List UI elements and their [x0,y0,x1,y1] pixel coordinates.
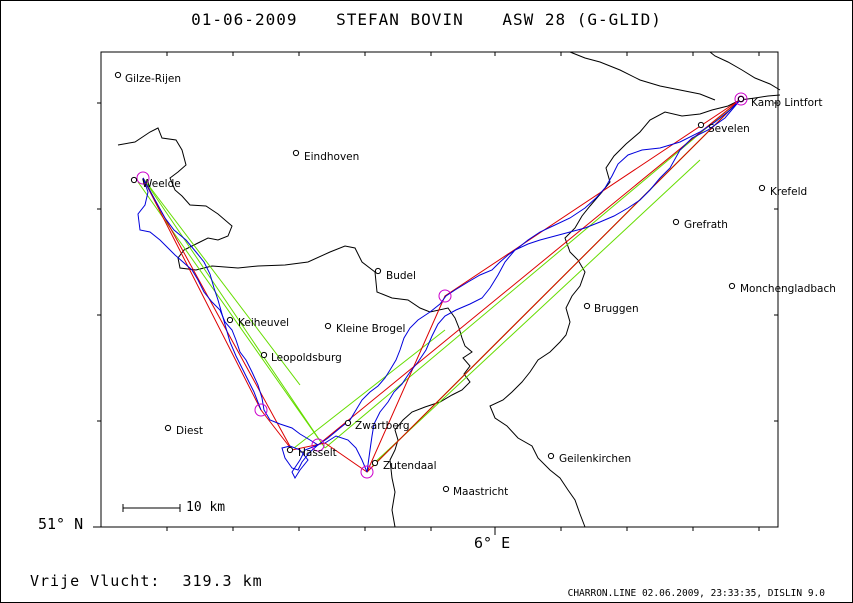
place-label-budel: Budel [386,270,416,282]
place-label-gilze-rijen: Gilze-Rijen [125,73,181,85]
place-dot-gilze-rijen [114,71,122,79]
scale-bar-label: 10 km [186,500,226,515]
place-label-leopoldsburg: Leopoldsburg [271,352,342,364]
place-label-monchengladbach: Monchengladbach [740,283,836,295]
place-label-zutendaal: Zutendaal [383,460,437,472]
place-dot-kamp-lintfort [737,95,745,103]
place-dot-monchengladbach [728,282,736,290]
turnpoint-start [136,171,150,185]
flight-date: 01-06-2009 [191,10,298,29]
place-label-grefrath: Grefrath [684,219,728,231]
place-label-hasselt: Hasselt [298,447,337,459]
place-dot-geilenkirchen [547,452,555,460]
glider-name: ASW 28 (G-GLID) [502,10,662,29]
longitude-label: 6° E [474,534,511,552]
place-dot-maastricht [442,485,450,493]
turnpoint-leopoldsburg-south [254,403,268,417]
place-label-zwartberg: Zwartberg [355,420,410,432]
turnpoints [136,92,748,479]
distance-value: 319.3 km [182,572,263,590]
border-inner-north [569,51,716,101]
map-area [100,51,779,528]
distance-label: Vrije Vlucht: [30,572,161,590]
turnpoint-hasselt [311,438,325,452]
place-label-sevelen: Sevelen [708,123,750,135]
place-label-kleine-brogel: Kleine Brogel [336,323,406,335]
place-label-kamp-lintfort: Kamp Lintfort [751,97,823,109]
place-dot-sevelen [697,121,705,129]
place-label-weelde: Weelde [142,178,181,190]
distance-summary: Vrije Vlucht: 319.3 km [30,572,263,590]
place-dot-zutendaal [371,459,379,467]
task-route [142,98,742,473]
flight-title: 01-06-2009 STEFAN BOVIN ASW 28 (G-GLID) [0,10,853,29]
pilot-name: STEFAN BOVIN [336,10,464,29]
turnpoint-budel-east [438,289,452,303]
place-dot-hasselt [286,446,294,454]
place-dot-keiheuvel [226,316,234,324]
border-nl-be [117,127,473,528]
task-sectors [137,98,742,473]
place-dot-zwartberg [344,419,352,427]
place-label-maastricht: Maastricht [453,486,509,498]
turnpoint-kamp-lintfort [734,92,748,106]
scale-bar [122,504,181,512]
place-label-keiheuvel: Keiheuvel [238,317,290,329]
place-dot-krefeld [758,184,766,192]
place-dot-budel [374,267,382,275]
place-dot-diest [164,424,172,432]
border-nl-de [489,94,781,528]
place-dot-kleine-brogel [324,322,332,330]
turnpoint-zutendaal [360,465,374,479]
footer-stamp: CHARRON.LINE 02.06.2009, 23:33:35, DISLI… [567,588,825,599]
place-dot-weelde [130,176,138,184]
place-dot-bruggen [583,302,591,310]
place-label-bruggen: Bruggen [594,303,639,315]
place-markers [114,71,766,493]
place-label-krefeld: Krefeld [770,186,808,198]
latitude-label: 51° N [38,515,84,533]
place-label-geilenkirchen: Geilenkirchen [559,453,632,465]
axis-ticks [93,52,778,535]
place-label-diest: Diest [176,425,204,437]
place-label-eindhoven: Eindhoven [304,151,360,163]
place-dot-leopoldsburg [260,351,268,359]
country-borders [117,51,781,528]
place-dot-grefrath [672,218,680,226]
place-dot-eindhoven [292,149,300,157]
border-north-coast [709,51,781,91]
gps-track [137,98,742,480]
